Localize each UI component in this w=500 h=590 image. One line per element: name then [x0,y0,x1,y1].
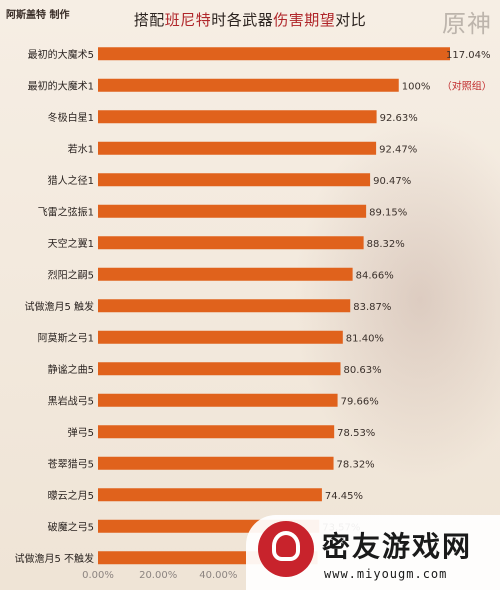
title-part-3: 时各武器 [211,11,274,29]
bar [98,488,322,502]
bar [98,299,351,313]
bar [98,47,450,61]
value-label: 92.47% [379,144,417,155]
category-label: 阿莫斯之弓1 [38,331,94,344]
value-label: 81.40% [346,333,384,344]
value-label: 117.04% [446,50,491,61]
x-tick-label: 20.00% [139,570,177,581]
genshin-logo: 原神 [442,10,492,38]
value-label: 89.15% [369,207,407,218]
category-label: 天空之翼1 [48,237,94,250]
x-tick-label: 40.00% [199,570,237,581]
category-label: 若水1 [68,142,94,155]
title-highlight-damage: 伤害期望 [273,11,336,29]
value-label: 74.45% [325,491,363,502]
bar [98,456,334,470]
site-name: 密友游戏网 [322,530,473,563]
bar [98,330,343,344]
category-label: 试做澹月5 触发 [24,300,94,313]
value-label: 84.66% [356,270,394,281]
bar [98,141,377,155]
value-label: 90.47% [373,176,411,187]
category-label: 冬极白星1 [48,111,94,124]
x-tick-label: 0.00% [82,570,114,581]
value-label: 88.32% [367,239,405,250]
category-label: 烈阳之嗣5 [48,268,94,281]
bar [98,267,353,281]
bar [98,425,335,439]
value-label: 80.63% [343,365,381,376]
value-label: 79.66% [341,396,379,407]
bar [98,362,341,376]
note-label: （对照组） [442,79,492,92]
title-part-5: 对比 [335,11,367,29]
bar [98,110,377,124]
bar [98,204,367,218]
site-logo-icon [258,521,314,577]
category-label: 飞雷之弦振1 [38,205,94,218]
category-label: 破魔之弓5 [48,520,94,533]
site-url: www.miyougm.com [324,567,448,581]
chart-title: 搭配班尼特时各武器伤害期望对比 [0,9,500,30]
value-label: 78.53% [337,428,375,439]
category-label: 曚云之月5 [48,489,94,502]
value-label: 92.63% [380,113,418,124]
value-label: 100% [402,81,431,92]
category-label: 黑岩战弓5 [48,394,94,407]
bar [98,393,338,407]
title-highlight-bennett: 班尼特 [164,11,212,29]
value-label: 83.87% [353,302,391,313]
category-label: 弹弓5 [68,426,94,439]
title-part-1: 搭配 [133,11,165,29]
bar [98,78,399,92]
site-watermark: 密友游戏网 www.miyougm.com [246,515,500,590]
category-label: 最初的大魔术1 [28,79,94,92]
category-label: 苍翠猎弓5 [48,457,94,470]
category-label: 试做澹月5 不触发 [14,552,94,565]
bar [98,173,371,187]
bar [98,236,364,250]
author-credit: 阿斯盖特 制作 [6,10,70,21]
category-label: 最初的大魔术5 [28,48,94,61]
category-label: 静谧之曲5 [48,363,94,376]
category-label: 猎人之径1 [48,174,94,187]
value-label: 78.32% [337,459,375,470]
